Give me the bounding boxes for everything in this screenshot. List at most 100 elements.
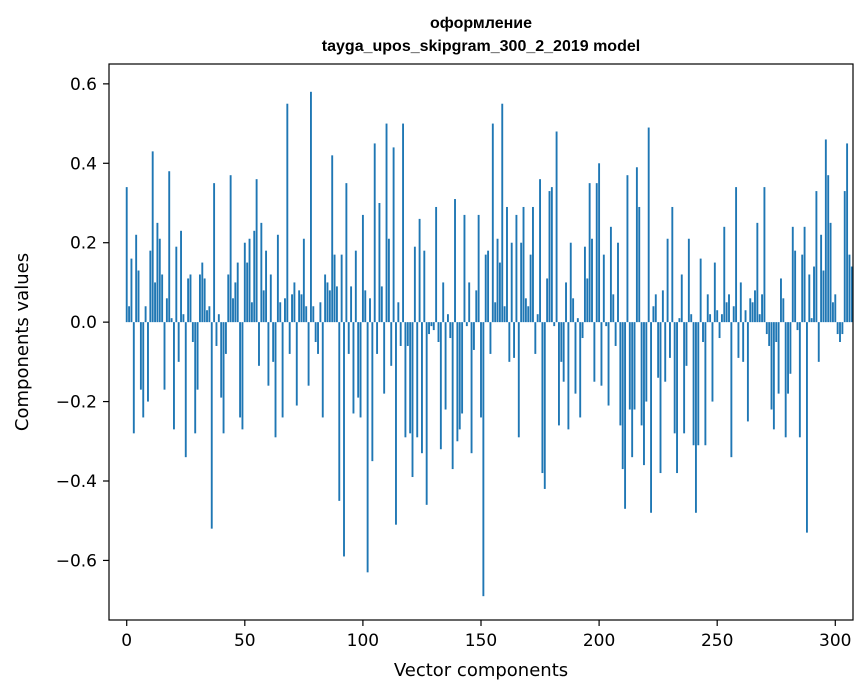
bar-144 bbox=[465, 322, 468, 327]
bar-36 bbox=[210, 322, 213, 529]
bar-127 bbox=[425, 322, 428, 505]
bar-98 bbox=[357, 322, 360, 398]
bar-150 bbox=[480, 322, 482, 418]
bar-90 bbox=[338, 322, 341, 501]
bar-67 bbox=[284, 298, 286, 323]
bar-155 bbox=[491, 123, 494, 323]
bar-227 bbox=[661, 290, 664, 323]
bar-38 bbox=[215, 322, 218, 346]
bar-29 bbox=[194, 322, 197, 434]
bar-252 bbox=[720, 314, 723, 323]
bar-165 bbox=[515, 214, 518, 323]
bar-286 bbox=[801, 254, 804, 323]
bar-47 bbox=[236, 262, 239, 323]
chart-title-line-1: оформление bbox=[430, 15, 532, 32]
bar-6 bbox=[139, 322, 142, 390]
bar-85 bbox=[326, 282, 329, 323]
bar-295 bbox=[822, 270, 825, 323]
y-tick-label: −0.4 bbox=[56, 472, 97, 492]
bar-112 bbox=[390, 322, 393, 366]
bar-40 bbox=[220, 322, 223, 398]
bar-302 bbox=[839, 322, 841, 342]
bar-105 bbox=[373, 143, 376, 323]
bar-191 bbox=[576, 318, 579, 323]
bar-151 bbox=[482, 322, 485, 597]
bar-279 bbox=[784, 322, 787, 438]
bar-149 bbox=[477, 214, 480, 323]
bar-294 bbox=[820, 234, 823, 323]
bar-221 bbox=[647, 127, 650, 323]
bar-83 bbox=[321, 322, 324, 418]
bar-22 bbox=[177, 322, 180, 362]
bar-303 bbox=[841, 322, 844, 335]
x-axis-ticks: 0 50 100 150 200 250 300 bbox=[121, 620, 852, 651]
bar-156 bbox=[494, 302, 497, 323]
bar-253 bbox=[723, 226, 726, 323]
bar-182 bbox=[555, 131, 558, 323]
bar-184 bbox=[560, 322, 563, 362]
bar-106 bbox=[376, 322, 379, 354]
bar-236 bbox=[683, 322, 686, 434]
bar-196 bbox=[588, 183, 591, 323]
bar-235 bbox=[680, 274, 683, 323]
bar-123 bbox=[416, 322, 419, 438]
bar-175 bbox=[539, 179, 541, 323]
bar-216 bbox=[635, 167, 638, 323]
bar-159 bbox=[501, 103, 504, 323]
bar-262 bbox=[744, 310, 747, 323]
bar-97 bbox=[354, 250, 357, 323]
bar-242 bbox=[697, 322, 700, 446]
bar-99 bbox=[359, 322, 362, 418]
bar-181 bbox=[553, 322, 556, 327]
bar-243 bbox=[699, 258, 702, 323]
bar-172 bbox=[532, 206, 534, 323]
bar-70 bbox=[291, 294, 293, 323]
bar-162 bbox=[508, 322, 511, 362]
y-tick-label: −0.2 bbox=[56, 393, 97, 413]
bar-240 bbox=[692, 322, 695, 446]
chart-title-line-2: tayga_upos_skipgram_300_2_2019 model bbox=[322, 38, 640, 55]
bar-241 bbox=[694, 322, 697, 513]
bar-91 bbox=[340, 254, 343, 323]
bar-86 bbox=[328, 290, 331, 323]
bar-31 bbox=[198, 274, 201, 323]
x-tick-label: 150 bbox=[465, 631, 497, 651]
bar-217 bbox=[638, 206, 641, 323]
bar-228 bbox=[664, 322, 667, 382]
bar-188 bbox=[569, 242, 572, 323]
bar-230 bbox=[669, 322, 671, 358]
bar-171 bbox=[529, 254, 532, 323]
y-tick-label: 0.0 bbox=[70, 313, 97, 333]
bar-84 bbox=[324, 274, 327, 323]
bar-93 bbox=[345, 183, 348, 323]
bar-283 bbox=[794, 250, 797, 323]
bar-213 bbox=[628, 322, 631, 410]
bar-176 bbox=[541, 322, 544, 474]
bar-220 bbox=[645, 322, 648, 402]
bar-11 bbox=[151, 151, 154, 323]
bar-203 bbox=[605, 322, 608, 327]
bar-82 bbox=[319, 302, 322, 323]
bar-50 bbox=[243, 242, 246, 323]
bar-92 bbox=[343, 322, 345, 557]
bar-245 bbox=[704, 322, 707, 446]
bar-78 bbox=[310, 91, 312, 323]
bar-306 bbox=[848, 254, 851, 323]
bar-69 bbox=[288, 322, 291, 354]
bar-116 bbox=[399, 322, 402, 346]
y-tick-label: 0.4 bbox=[70, 154, 97, 174]
bar-121 bbox=[411, 322, 414, 478]
bar-238 bbox=[687, 238, 690, 323]
bar-45 bbox=[232, 298, 234, 323]
bar-125 bbox=[421, 322, 423, 454]
bar-297 bbox=[827, 175, 830, 323]
bar-51 bbox=[246, 262, 249, 323]
bar-177 bbox=[543, 322, 546, 489]
bar-58 bbox=[262, 290, 265, 323]
bar-210 bbox=[621, 322, 624, 470]
bar-52 bbox=[248, 238, 251, 323]
bar-53 bbox=[250, 302, 253, 323]
bar-12 bbox=[154, 282, 156, 323]
bar-249 bbox=[713, 262, 716, 323]
